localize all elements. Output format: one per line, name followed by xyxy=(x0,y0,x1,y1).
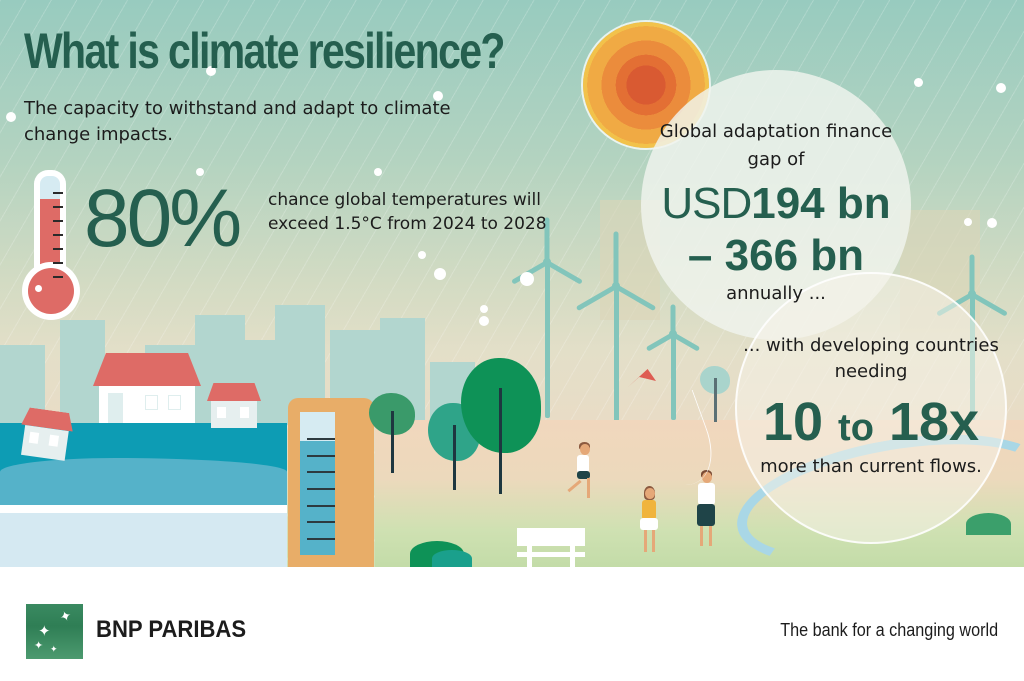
snow-dot xyxy=(480,305,488,313)
bird-star-icon: ✦ xyxy=(50,645,58,655)
flood-water-foam xyxy=(0,505,287,567)
multiplier-high: 18x xyxy=(888,392,980,452)
snow-dot xyxy=(996,83,1006,93)
finance-gap-low-unit: bn xyxy=(836,179,891,228)
temperature-stat-value: 80% xyxy=(84,173,242,264)
snow-dot xyxy=(964,218,972,226)
flooded-house-icon xyxy=(17,407,75,464)
brand-name: BNP PARIBAS xyxy=(96,616,247,643)
snow-dot xyxy=(479,316,489,326)
snow-dot xyxy=(914,78,923,87)
finance-gap-amount: USD194 bn – 366 bn xyxy=(641,178,911,282)
finance-gap-high-unit: bn xyxy=(810,231,865,280)
bird-star-icon: ✦ xyxy=(38,622,51,640)
snow-dot xyxy=(418,251,426,259)
finance-gap-low: 194 xyxy=(751,179,825,228)
developing-countries-suffix: more than current flows. xyxy=(760,456,982,477)
bird-star-icon: ✦ xyxy=(34,639,44,652)
snow-dot xyxy=(434,268,446,280)
developing-countries-multiplier: 10 to 18x xyxy=(735,392,1007,458)
page-title: What is climate resilience? xyxy=(24,23,505,79)
snow-dot xyxy=(196,168,204,176)
snow-dot xyxy=(374,168,382,176)
building xyxy=(60,320,105,425)
footer: ✦ ✦ ✦ ✦ BNP PARIBAS The bank for a chang… xyxy=(0,567,1024,681)
developing-countries-bubble xyxy=(735,272,1007,544)
developing-countries-label: ... with developing countries needing xyxy=(743,335,999,382)
finance-gap-label: Global adaptation finance gap of xyxy=(659,121,893,170)
child-figure xyxy=(635,486,665,561)
flood-water-wave xyxy=(0,458,287,513)
finance-gap-period: annually ... xyxy=(726,283,826,304)
house-icon xyxy=(207,383,261,428)
snow-dot xyxy=(987,218,997,228)
bnp-paribas-logo[interactable]: ✦ ✦ ✦ ✦ xyxy=(26,604,83,659)
snow-dot xyxy=(6,112,16,122)
snow-dot xyxy=(433,91,443,101)
house-icon xyxy=(93,353,201,423)
page-subtitle: The capacity to withstand and adapt to c… xyxy=(24,98,451,145)
bush-icon xyxy=(966,513,1011,535)
brand-tagline: The bank for a changing world xyxy=(780,620,998,640)
infographic-scene: What is climate resilience? The capacity… xyxy=(0,0,1024,567)
kite-flyer-figure xyxy=(692,470,722,550)
temperature-stat-description: chance global temperatures will exceed 1… xyxy=(268,190,547,234)
finance-gap-currency: USD xyxy=(661,179,752,228)
multiplier-low: 10 xyxy=(762,392,824,452)
bush-icon xyxy=(432,550,472,567)
snow-dot xyxy=(206,66,216,76)
park-bench-icon xyxy=(517,528,585,567)
thermometer-icon xyxy=(22,170,80,320)
bird-star-icon: ✦ xyxy=(57,607,75,627)
water-level-gauge-icon xyxy=(300,412,335,555)
multiplier-connector: to xyxy=(838,407,874,449)
finance-gap-high: 366 xyxy=(724,231,799,280)
snow-dot xyxy=(520,272,534,286)
finance-gap-dash: – xyxy=(687,231,713,280)
runner-figure xyxy=(565,442,605,502)
